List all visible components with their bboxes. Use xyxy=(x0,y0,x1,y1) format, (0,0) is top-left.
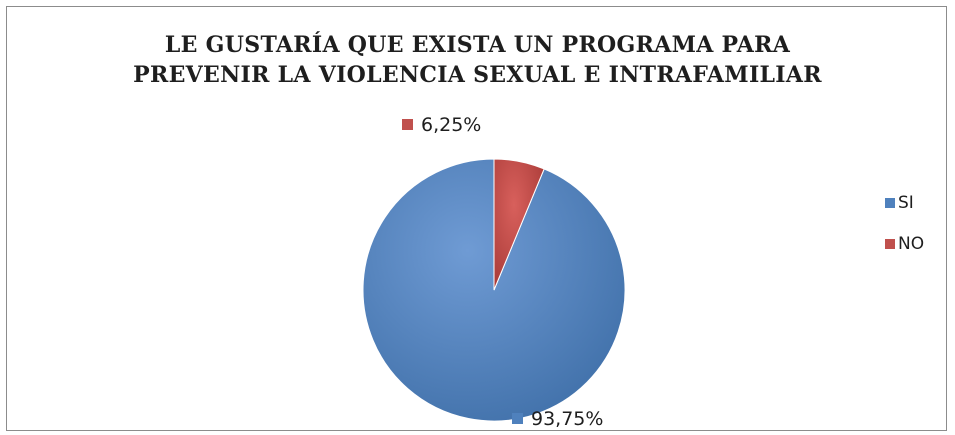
data-label-no: 6,25% xyxy=(421,114,481,136)
legend-swatch-si xyxy=(885,198,895,208)
chart-title-line-1: LE GUSTARÍA QUE EXISTA UN PROGRAMA PARA xyxy=(164,32,791,58)
legend-swatch-no xyxy=(885,239,895,249)
legend-label-si: SI xyxy=(898,193,914,213)
chart-title: LE GUSTARÍA QUE EXISTA UN PROGRAMA PARA … xyxy=(0,30,955,90)
chart-title-line-2: PREVENIR LA VIOLENCIA SEXUAL E INTRAFAMI… xyxy=(133,62,822,88)
pie-slice-no xyxy=(493,158,545,291)
data-label-marker-no xyxy=(402,119,413,130)
legend-label-no: NO xyxy=(898,234,924,254)
data-label-si: 93,75% xyxy=(531,408,603,430)
data-label-marker-si xyxy=(512,413,523,424)
